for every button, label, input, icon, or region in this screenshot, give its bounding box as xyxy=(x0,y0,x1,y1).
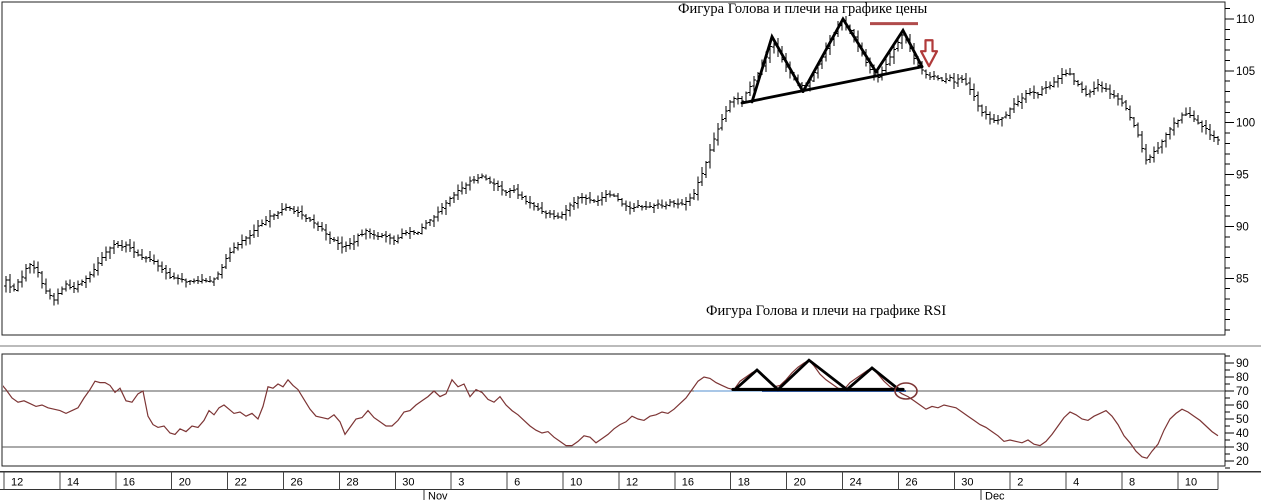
svg-text:Nov: Nov xyxy=(428,491,448,500)
svg-text:10: 10 xyxy=(570,477,582,489)
rsi-y-axis: 20 30 40 50 60 70 80 90 xyxy=(1225,355,1249,469)
svg-text:6: 6 xyxy=(514,477,520,489)
svg-text:90: 90 xyxy=(1236,221,1249,233)
rsi-panel-content xyxy=(2,359,1225,459)
svg-text:40: 40 xyxy=(1236,428,1249,440)
svg-text:30: 30 xyxy=(961,477,973,489)
svg-text:50: 50 xyxy=(1236,414,1249,426)
svg-text:85: 85 xyxy=(1236,273,1249,285)
svg-text:16: 16 xyxy=(682,477,694,489)
svg-text:12: 12 xyxy=(626,477,638,489)
svg-text:30: 30 xyxy=(402,477,414,489)
price-head-shoulders-pattern xyxy=(740,16,924,105)
svg-text:12: 12 xyxy=(11,477,23,489)
svg-text:24: 24 xyxy=(850,477,862,489)
svg-text:95: 95 xyxy=(1236,170,1249,182)
svg-text:Dec: Dec xyxy=(985,491,1005,500)
svg-text:80: 80 xyxy=(1236,372,1249,384)
break-circle-icon xyxy=(894,382,918,400)
price-bars xyxy=(4,15,1220,306)
svg-text:16: 16 xyxy=(123,477,135,489)
svg-text:26: 26 xyxy=(291,477,303,489)
svg-text:110: 110 xyxy=(1236,14,1254,26)
price-pattern-annotation: Фигура Голова и плечи на графике цены xyxy=(678,1,928,17)
svg-text:26: 26 xyxy=(905,477,917,489)
svg-text:10: 10 xyxy=(1185,477,1197,489)
svg-text:30: 30 xyxy=(1236,442,1249,454)
rsi-pattern-annotation: Фигура Голова и плечи на графике RSI xyxy=(706,303,947,319)
svg-text:20: 20 xyxy=(1236,456,1249,468)
rsi-line xyxy=(3,359,1219,459)
breakdown-arrow-icon xyxy=(919,39,939,68)
svg-text:3: 3 xyxy=(458,477,464,489)
svg-text:8: 8 xyxy=(1129,477,1135,489)
rsi-head-shoulders-pattern xyxy=(694,358,918,400)
svg-text:100: 100 xyxy=(1236,118,1255,130)
svg-text:28: 28 xyxy=(346,477,358,489)
price-y-axis: 85 90 95 100 105 110 xyxy=(1225,8,1255,331)
svg-text:105: 105 xyxy=(1236,66,1255,78)
svg-text:4: 4 xyxy=(1073,477,1079,489)
svg-text:18: 18 xyxy=(738,477,750,489)
svg-text:20: 20 xyxy=(179,477,191,489)
panel-frames xyxy=(0,1,1261,467)
svg-text:14: 14 xyxy=(67,477,79,489)
date-axis: 12 14 16 20 22 26 28 30 3 6 10 12 16 18 20 24 26 30 2 4 8 10N… xyxy=(0,470,1261,500)
svg-text:2: 2 xyxy=(1017,477,1023,489)
svg-text:22: 22 xyxy=(235,477,247,489)
svg-text:20: 20 xyxy=(794,477,806,489)
svg-text:70: 70 xyxy=(1236,386,1249,398)
svg-text:60: 60 xyxy=(1236,400,1249,412)
svg-text:90: 90 xyxy=(1236,358,1249,370)
